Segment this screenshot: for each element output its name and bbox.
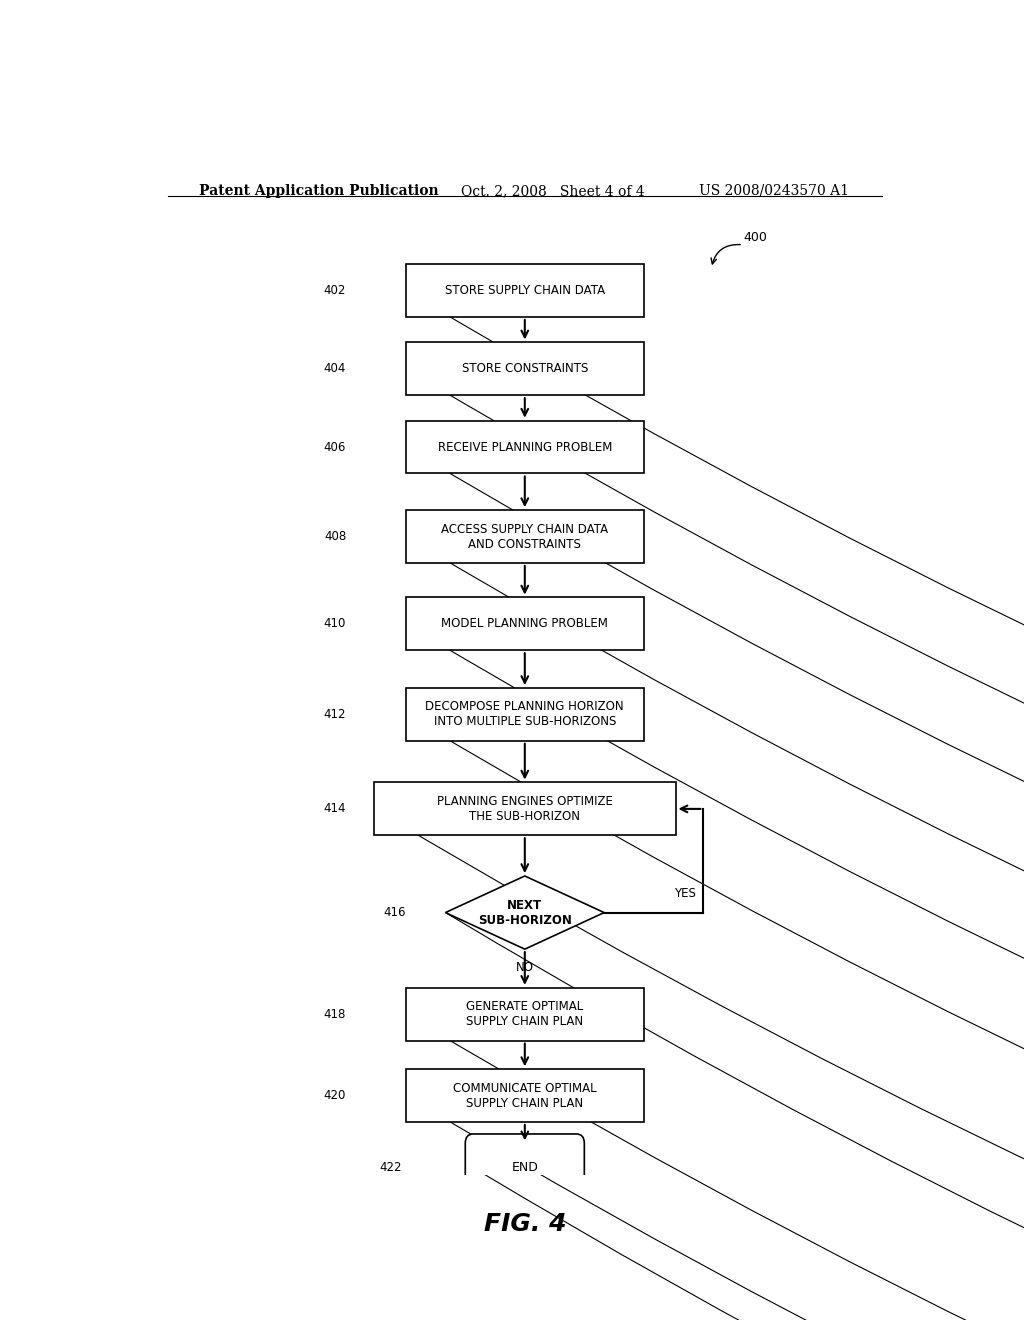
Text: 404: 404 xyxy=(324,362,346,375)
Text: 412: 412 xyxy=(324,708,346,721)
Text: END: END xyxy=(511,1162,539,1175)
Bar xyxy=(406,421,644,474)
Text: US 2008/0243570 A1: US 2008/0243570 A1 xyxy=(699,183,849,198)
Text: YES: YES xyxy=(674,887,695,900)
Text: Oct. 2, 2008   Sheet 4 of 4: Oct. 2, 2008 Sheet 4 of 4 xyxy=(461,183,645,198)
Text: MODEL PLANNING PROBLEM: MODEL PLANNING PROBLEM xyxy=(441,618,608,631)
Text: 422: 422 xyxy=(379,1162,401,1175)
Text: 402: 402 xyxy=(324,284,346,297)
Text: GENERATE OPTIMAL
SUPPLY CHAIN PLAN: GENERATE OPTIMAL SUPPLY CHAIN PLAN xyxy=(466,1001,584,1028)
Bar xyxy=(406,598,644,651)
Polygon shape xyxy=(445,876,604,949)
Text: Patent Application Publication: Patent Application Publication xyxy=(200,183,439,198)
Text: NEXT
SUB-HORIZON: NEXT SUB-HORIZON xyxy=(478,899,571,927)
FancyBboxPatch shape xyxy=(465,1134,585,1201)
Text: 410: 410 xyxy=(324,618,346,631)
Text: 420: 420 xyxy=(324,1089,346,1102)
Text: 406: 406 xyxy=(324,441,346,454)
Bar xyxy=(406,342,644,395)
Text: DECOMPOSE PLANNING HORIZON
INTO MULTIPLE SUB-HORIZONS: DECOMPOSE PLANNING HORIZON INTO MULTIPLE… xyxy=(426,701,624,729)
Text: STORE CONSTRAINTS: STORE CONSTRAINTS xyxy=(462,362,588,375)
Bar xyxy=(406,1069,644,1122)
Text: NO: NO xyxy=(516,961,534,974)
Text: RECEIVE PLANNING PROBLEM: RECEIVE PLANNING PROBLEM xyxy=(437,441,612,454)
Text: COMMUNICATE OPTIMAL
SUPPLY CHAIN PLAN: COMMUNICATE OPTIMAL SUPPLY CHAIN PLAN xyxy=(453,1081,597,1110)
Bar xyxy=(406,510,644,562)
Text: STORE SUPPLY CHAIN DATA: STORE SUPPLY CHAIN DATA xyxy=(444,284,605,297)
Bar xyxy=(406,987,644,1040)
Bar xyxy=(406,264,644,317)
Text: FIG. 4: FIG. 4 xyxy=(483,1212,566,1236)
Bar xyxy=(374,783,676,836)
Text: 408: 408 xyxy=(324,531,346,543)
Text: PLANNING ENGINES OPTIMIZE
THE SUB-HORIZON: PLANNING ENGINES OPTIMIZE THE SUB-HORIZO… xyxy=(437,795,612,822)
Text: 400: 400 xyxy=(743,231,767,244)
Text: ACCESS SUPPLY CHAIN DATA
AND CONSTRAINTS: ACCESS SUPPLY CHAIN DATA AND CONSTRAINTS xyxy=(441,523,608,550)
Text: 414: 414 xyxy=(324,803,346,816)
Bar xyxy=(406,688,644,741)
Text: 418: 418 xyxy=(324,1007,346,1020)
Text: 416: 416 xyxy=(383,906,406,919)
